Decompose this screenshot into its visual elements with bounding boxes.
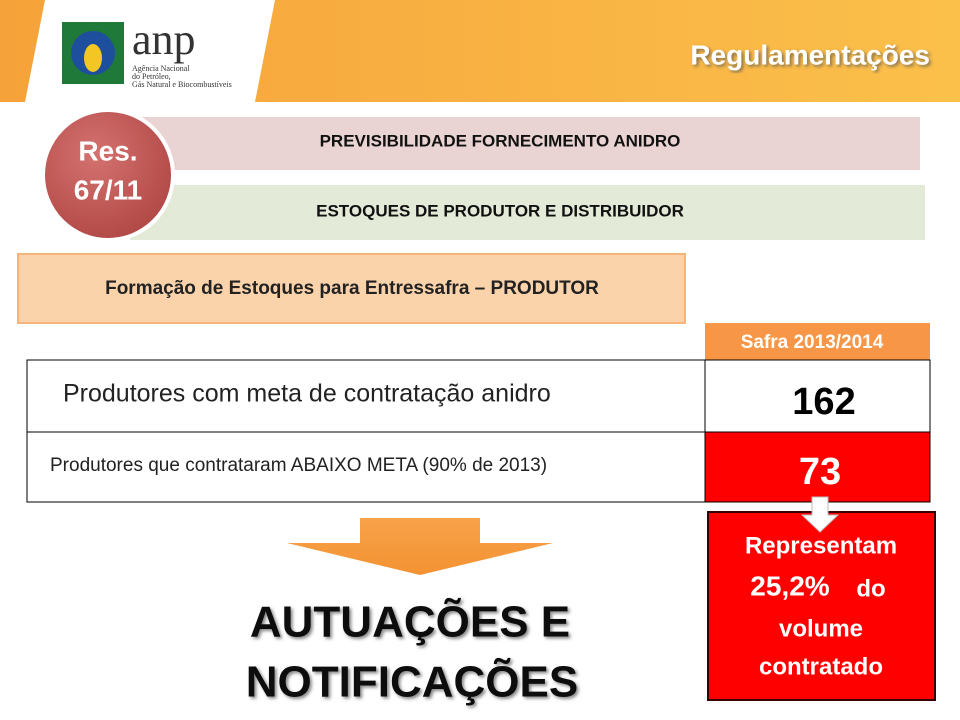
- table-cell: [26, 431, 706, 503]
- topic-text: PREVISIBILIDADE FORNECIMENTO ANIDRO: [320, 131, 681, 150]
- agency-name: Agência Nacional: [132, 64, 190, 73]
- table-header: Safra 2013/2014: [741, 332, 884, 353]
- callout-box: [707, 511, 936, 701]
- conclusion: AUTUAÇÕES E: [250, 597, 570, 647]
- badge: [41, 108, 175, 242]
- callout-text: contratado: [759, 653, 883, 680]
- topic-text: ESTOQUES DE PRODUTOR E DISTRIBUIDOR: [316, 201, 684, 220]
- row-value: 162: [792, 381, 855, 423]
- topic-bar: [130, 185, 925, 240]
- callout-arrow: [800, 496, 840, 533]
- badge-text: Res.: [78, 135, 137, 166]
- row-value: 73: [799, 451, 841, 493]
- down-arrow: [287, 518, 553, 575]
- logo-text: anp: [132, 15, 196, 64]
- callout-text: do: [856, 575, 885, 602]
- callout-text: volume: [779, 615, 863, 642]
- conclusion: NOTIFICAÇÕES: [246, 657, 578, 707]
- section-title: Formação de Estoques para Entressafra – …: [105, 278, 599, 299]
- callout-text: 25,2%: [750, 570, 829, 601]
- row-label: Produtores que contrataram ABAIXO META (…: [50, 455, 547, 476]
- badge-text: 67/11: [74, 174, 143, 205]
- topic-bar: [130, 117, 920, 170]
- agency-name: do Petróleo,: [132, 72, 171, 81]
- section-box: [17, 253, 686, 324]
- row-label: Produtores com meta de contratação anidr…: [63, 380, 551, 408]
- callout-text: Representam: [745, 532, 897, 559]
- logo-drop: [84, 44, 102, 72]
- table-header-cell: [705, 323, 930, 360]
- table-cell: [26, 359, 706, 433]
- table-cell: [704, 431, 931, 503]
- agency-name: Gás Natural e Biocombustíveis: [132, 80, 232, 89]
- slide-title: Regulamentações: [690, 39, 930, 70]
